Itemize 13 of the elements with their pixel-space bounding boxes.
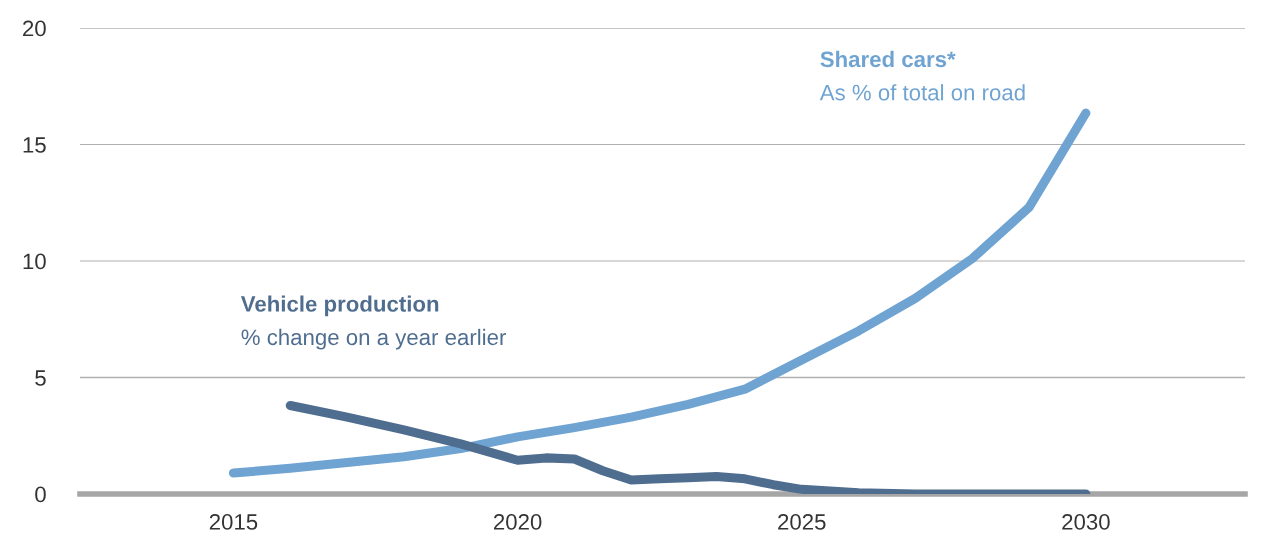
x-tick-label: 2015 [209, 514, 258, 530]
x-tick-label: 2025 [778, 514, 826, 530]
y-tick-label: 20 [23, 20, 46, 37]
annotation: As % of total on road [819, 84, 1025, 101]
x-tick-label: 2030 [1062, 514, 1110, 530]
y-tick-label: 10 [23, 253, 46, 270]
x-tick-label: 2020 [493, 514, 542, 530]
y-tick-label: 0 [35, 486, 46, 503]
y-tick-label: 15 [23, 137, 46, 153]
text: Vehicle production [240, 295, 439, 317]
annotation: % change on a year earlier [241, 328, 506, 350]
y-tick-label: 5 [35, 370, 46, 386]
text: Shared cars* [820, 50, 956, 68]
